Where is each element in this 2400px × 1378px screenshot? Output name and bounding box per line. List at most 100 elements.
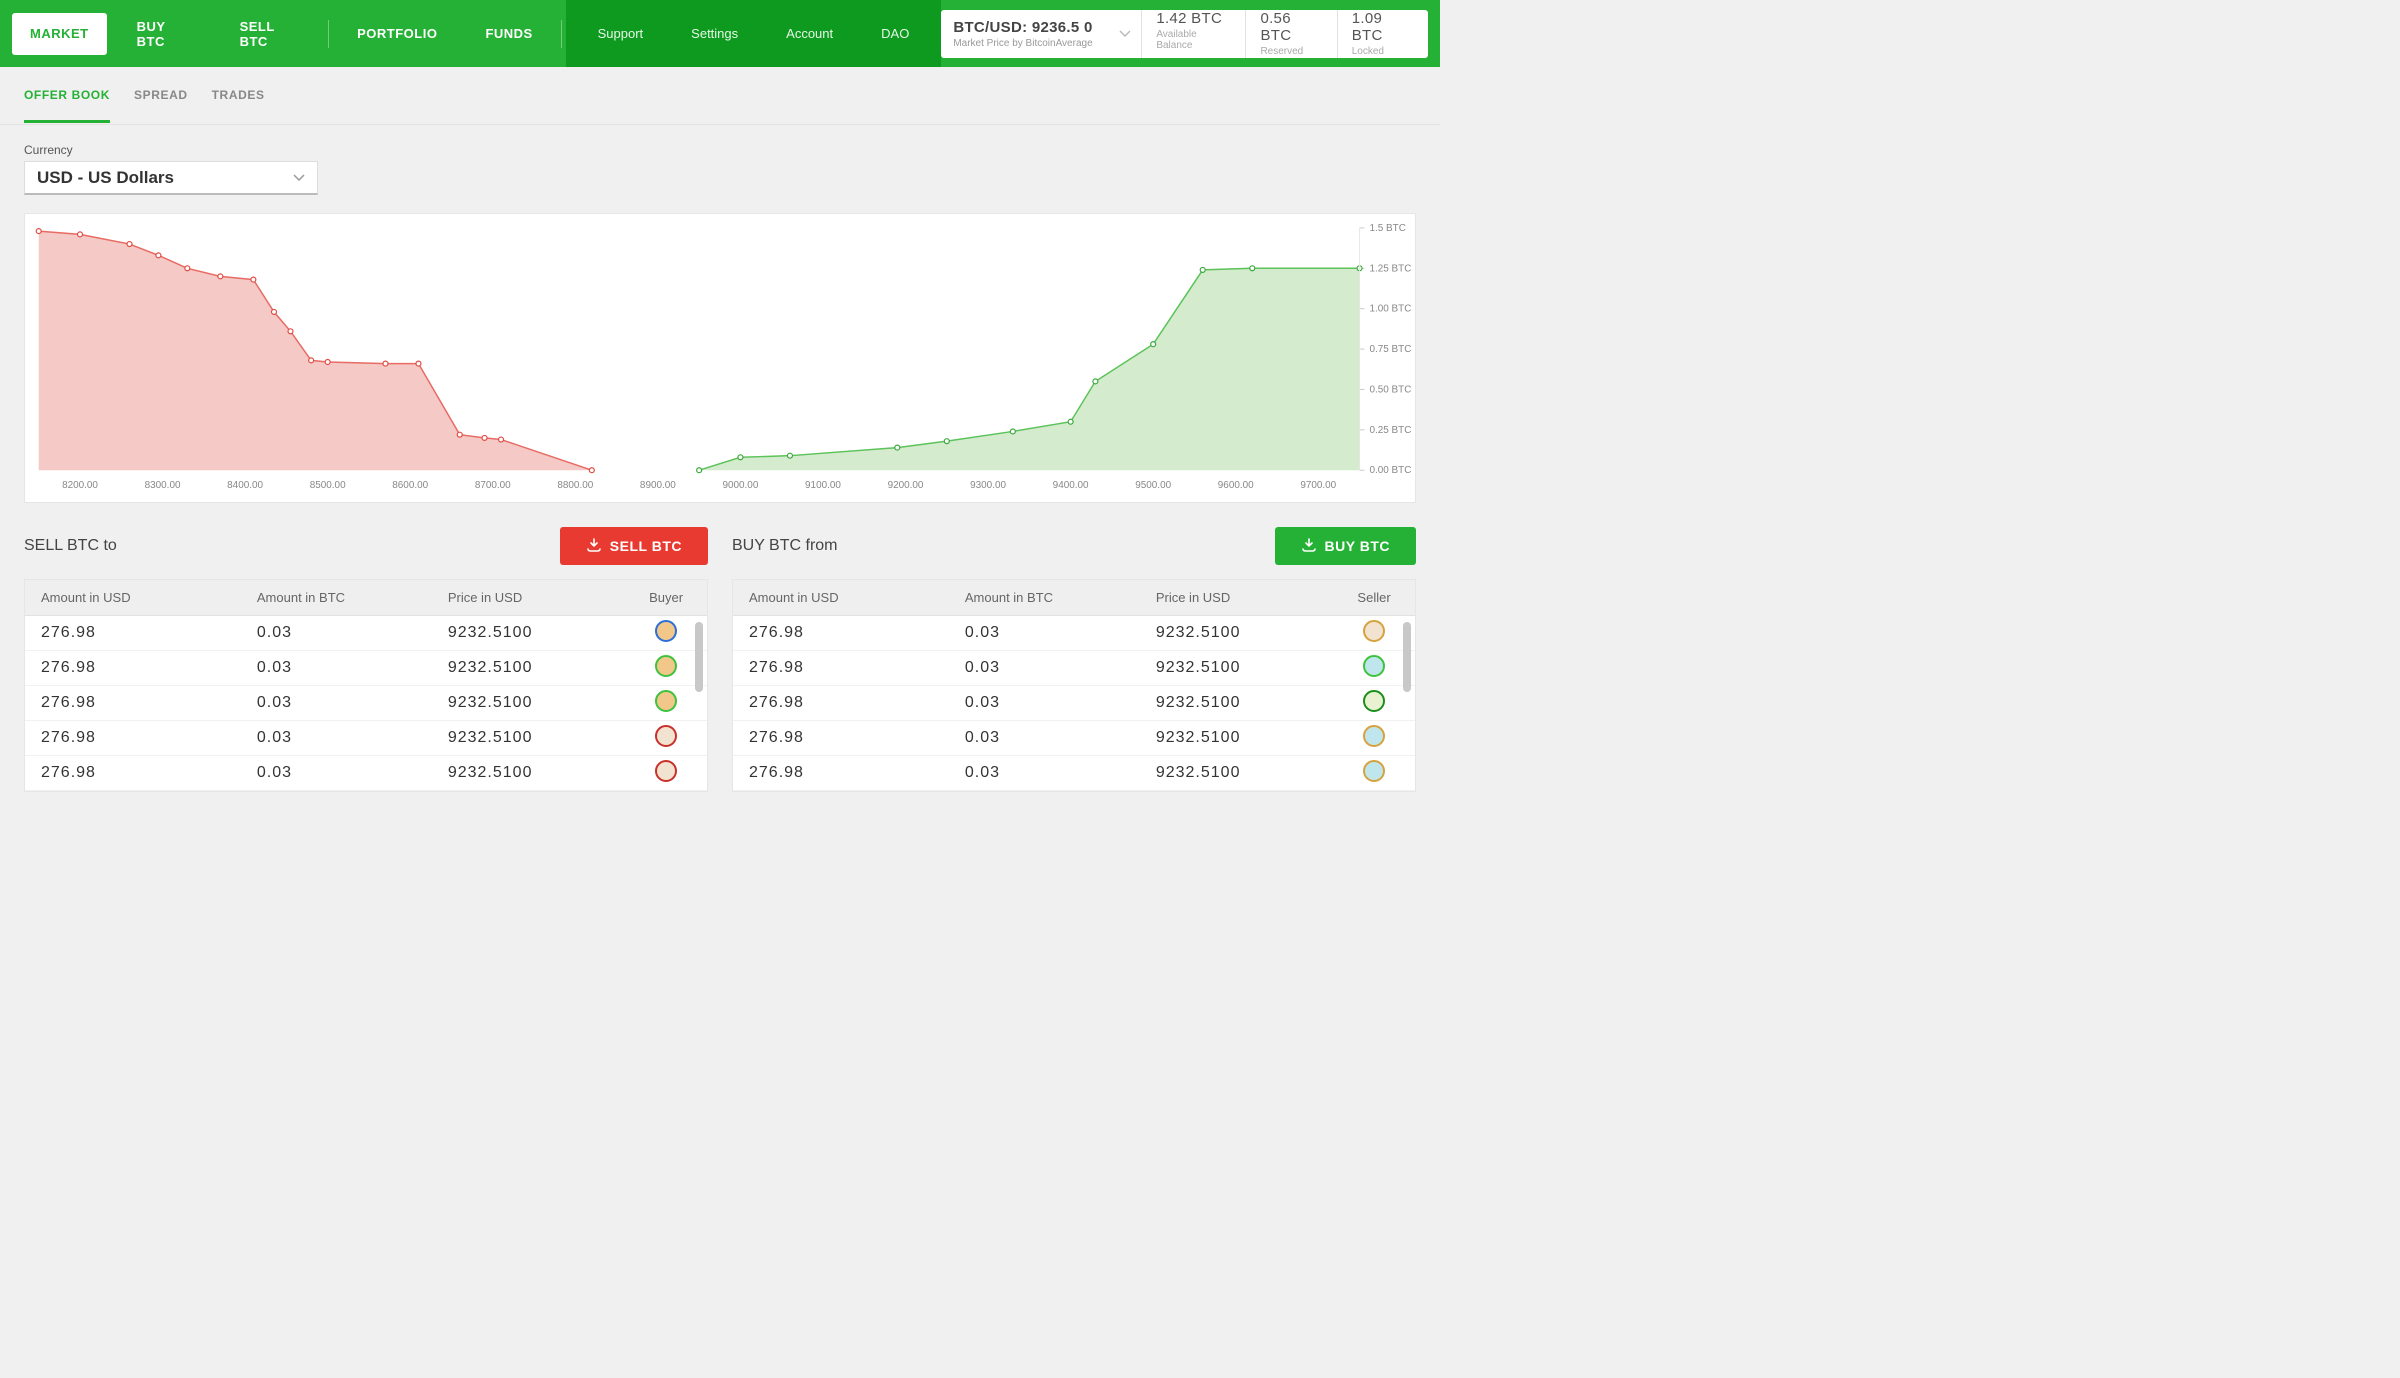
svg-text:9300.00: 9300.00: [970, 480, 1006, 491]
depth-chart-svg: 0.00 BTC 0.25 BTC 0.50 BTC 0.75 BTC 1.00 BTC…: [25, 214, 1415, 502]
avatar: [655, 655, 677, 677]
nav-primary: MARKET BUY BTC SELL BTC PORTFOLIO FUNDS: [0, 0, 566, 67]
download-icon: [1301, 538, 1317, 555]
svg-text:8600.00: 8600.00: [392, 480, 428, 491]
svg-text:8200.00: 8200.00: [62, 480, 98, 491]
sell-table-head: Amount in USD Amount in BTC Price in USD…: [25, 580, 707, 616]
avatar: [1363, 725, 1385, 747]
nav-right: BTC/USD: 9236.5 0 Market Price by Bitcoi…: [941, 0, 1440, 67]
col-header: Price in USD: [1156, 590, 1333, 605]
sub-tabs: OFFER BOOK SPREAD TRADES: [0, 67, 1440, 125]
tab-trades[interactable]: TRADES: [212, 68, 265, 123]
table-row[interactable]: 276.980.039232.5100: [25, 756, 707, 791]
col-header: Buyer: [625, 590, 707, 605]
download-icon: [586, 538, 602, 555]
table-row[interactable]: 276.980.039232.5100: [733, 686, 1415, 721]
table-row[interactable]: 276.980.039232.5100: [733, 756, 1415, 791]
col-header: Price in USD: [448, 590, 625, 605]
svg-text:1.5 BTC: 1.5 BTC: [1369, 223, 1405, 234]
svg-text:0.25 BTC: 0.25 BTC: [1369, 425, 1411, 436]
depth-chart: 0.00 BTC 0.25 BTC 0.50 BTC 0.75 BTC 1.00 BTC…: [24, 213, 1416, 503]
nav-sell-btc[interactable]: SELL BTC: [222, 13, 319, 55]
chevron-down-icon: [1119, 25, 1131, 43]
sell-btn-label: SELL BTC: [610, 538, 682, 554]
table-row[interactable]: 276.980.039232.5100: [733, 616, 1415, 651]
buy-panel: BUY BTC from BUY BTC Amount in USD Amoun…: [732, 527, 1416, 792]
avatar: [655, 620, 677, 642]
ticker-cell: 0.56 BTCReserved: [1245, 10, 1336, 58]
avatar: [655, 760, 677, 782]
svg-text:8300.00: 8300.00: [145, 480, 181, 491]
col-header: Amount in USD: [733, 590, 965, 605]
nav-market[interactable]: MARKET: [12, 13, 107, 55]
order-tables: SELL BTC to SELL BTC Amount in USD Amoun…: [0, 503, 1440, 792]
table-row[interactable]: 276.980.039232.5100: [25, 721, 707, 756]
scrollbar[interactable]: [695, 622, 703, 692]
ticker-box: BTC/USD: 9236.5 0 Market Price by Bitcoi…: [941, 10, 1428, 58]
svg-text:8400.00: 8400.00: [227, 480, 263, 491]
currency-value: USD - US Dollars: [37, 168, 174, 188]
scrollbar[interactable]: [1403, 622, 1411, 692]
svg-text:9600.00: 9600.00: [1218, 480, 1254, 491]
table-row[interactable]: 276.980.039232.5100: [25, 616, 707, 651]
nav-dao[interactable]: DAO: [857, 0, 933, 67]
sell-panel: SELL BTC to SELL BTC Amount in USD Amoun…: [24, 527, 708, 792]
table-row[interactable]: 276.980.039232.5100: [25, 651, 707, 686]
svg-text:8700.00: 8700.00: [475, 480, 511, 491]
currency-label: Currency: [24, 143, 1416, 157]
svg-text:9200.00: 9200.00: [888, 480, 924, 491]
table-row[interactable]: 276.980.039232.5100: [25, 686, 707, 721]
avatar: [655, 690, 677, 712]
svg-text:9000.00: 9000.00: [722, 480, 758, 491]
chevron-down-icon: [293, 171, 305, 185]
svg-text:0.75 BTC: 0.75 BTC: [1369, 344, 1411, 355]
col-header: Seller: [1333, 590, 1415, 605]
tab-offer-book[interactable]: OFFER BOOK: [24, 68, 110, 123]
col-header: Amount in BTC: [965, 590, 1156, 605]
svg-text:1.25 BTC: 1.25 BTC: [1369, 263, 1411, 274]
avatar: [1363, 655, 1385, 677]
buy-table-head: Amount in USD Amount in BTC Price in USD…: [733, 580, 1415, 616]
buy-table: Amount in USD Amount in BTC Price in USD…: [732, 579, 1416, 792]
buy-title: BUY BTC from: [732, 537, 838, 555]
ticker-sub: Market Price by BitcoinAverage: [953, 38, 1105, 49]
ticker-cell: 1.42 BTCAvailable Balance: [1141, 10, 1245, 58]
buy-btc-button[interactable]: BUY BTC: [1275, 527, 1416, 565]
avatar: [1363, 760, 1385, 782]
svg-text:9400.00: 9400.00: [1053, 480, 1089, 491]
svg-text:8800.00: 8800.00: [557, 480, 593, 491]
nav-buy-btc[interactable]: BUY BTC: [119, 13, 210, 55]
svg-text:9500.00: 9500.00: [1135, 480, 1171, 491]
buy-table-body[interactable]: 276.980.039232.5100276.980.039232.510027…: [733, 616, 1415, 791]
sell-table-body[interactable]: 276.980.039232.5100276.980.039232.510027…: [25, 616, 707, 791]
ticker-pair-dropdown[interactable]: BTC/USD: 9236.5 0 Market Price by Bitcoi…: [941, 13, 1141, 55]
buy-btn-label: BUY BTC: [1325, 538, 1390, 554]
nav-secondary: SupportSettingsAccountDAO: [566, 0, 942, 67]
currency-select[interactable]: USD - US Dollars: [24, 161, 318, 195]
nav-account[interactable]: Account: [762, 0, 857, 67]
avatar: [1363, 690, 1385, 712]
currency-section: Currency USD - US Dollars: [0, 125, 1440, 205]
svg-text:1.00 BTC: 1.00 BTC: [1369, 304, 1411, 315]
sell-table: Amount in USD Amount in BTC Price in USD…: [24, 579, 708, 792]
avatar: [655, 725, 677, 747]
svg-text:8900.00: 8900.00: [640, 480, 676, 491]
svg-text:0.50 BTC: 0.50 BTC: [1369, 384, 1411, 395]
col-header: Amount in BTC: [257, 590, 448, 605]
table-row[interactable]: 276.980.039232.5100: [733, 721, 1415, 756]
table-row[interactable]: 276.980.039232.5100: [733, 651, 1415, 686]
top-nav: MARKET BUY BTC SELL BTC PORTFOLIO FUNDS Supp…: [0, 0, 1440, 67]
avatar: [1363, 620, 1385, 642]
tab-spread[interactable]: SPREAD: [134, 68, 188, 123]
svg-text:9100.00: 9100.00: [805, 480, 841, 491]
nav-settings[interactable]: Settings: [667, 0, 762, 67]
nav-funds[interactable]: FUNDS: [467, 13, 550, 55]
svg-text:9700.00: 9700.00: [1300, 480, 1336, 491]
ticker-cell: 1.09 BTCLocked: [1337, 10, 1428, 58]
svg-text:0.00 BTC: 0.00 BTC: [1369, 465, 1411, 476]
sell-title: SELL BTC to: [24, 537, 117, 555]
nav-portfolio[interactable]: PORTFOLIO: [339, 13, 455, 55]
col-header: Amount in USD: [25, 590, 257, 605]
nav-support[interactable]: Support: [574, 0, 668, 67]
sell-btc-button[interactable]: SELL BTC: [560, 527, 708, 565]
